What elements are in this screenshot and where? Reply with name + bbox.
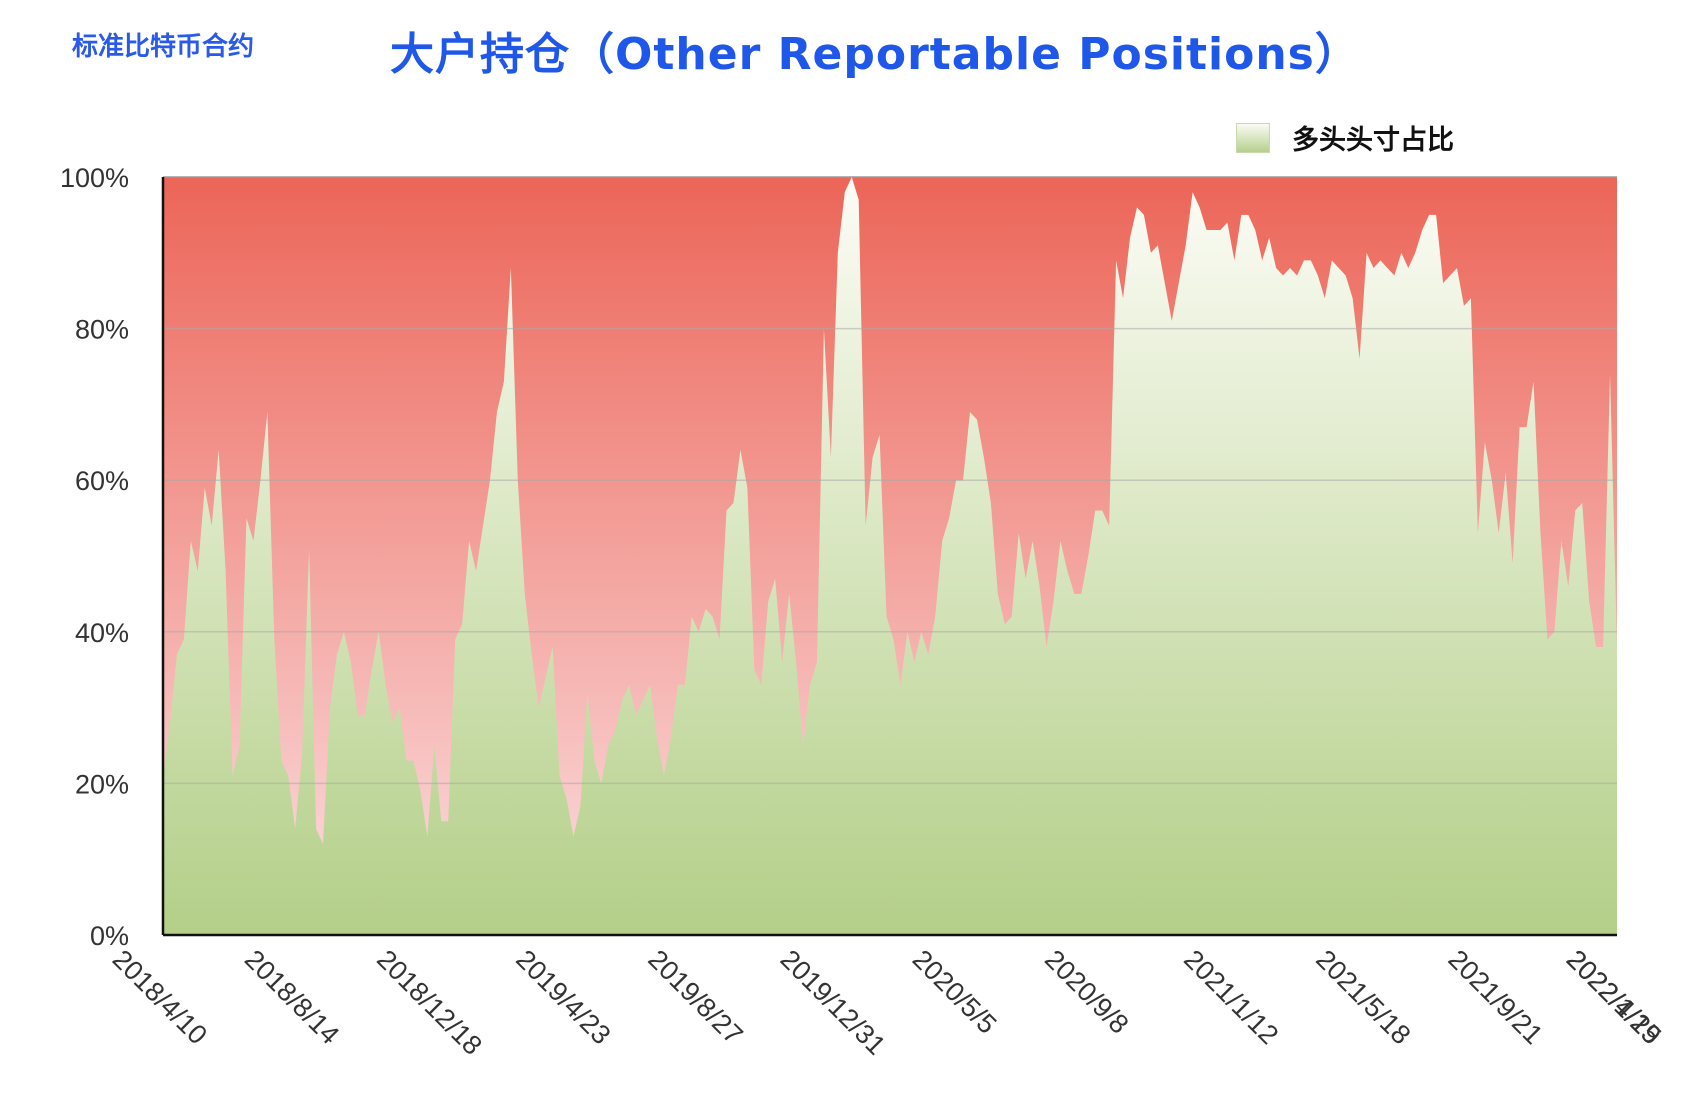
y-tick-label: 20%: [75, 769, 129, 799]
legend-label: 多头头寸占比: [1292, 125, 1454, 156]
y-tick-label: 0%: [90, 921, 129, 951]
legend-swatch: [1236, 122, 1270, 153]
x-tick-label: 2019/4/23: [510, 944, 616, 1050]
y-tick-label: 40%: [75, 618, 129, 648]
x-tick-labels: 2018/4/10 2018/8/14 2018/12/18 2019/4/23 201…: [107, 944, 1667, 1061]
x-tick-label: 2021/9/21: [1442, 944, 1548, 1050]
long-position-area: [163, 177, 1617, 935]
x-tick-label: 2018/8/14: [239, 944, 345, 1050]
y-tick-label: 100%: [60, 163, 129, 193]
x-tick-label: 2022/4/19: [1561, 944, 1667, 1050]
y-tick-label: 60%: [75, 466, 129, 496]
y-tick-labels: 0% 20% 40% 60% 80% 100%: [60, 163, 129, 951]
y-tick-label: 80%: [75, 315, 129, 345]
chart-subtitle: 标准比特币合约: [72, 32, 255, 62]
x-tick-label: 2018/4/10: [107, 944, 213, 1050]
gridlines: [163, 176, 1617, 785]
x-tick-label: 2019/12/31: [775, 944, 892, 1061]
x-tick-label: 2021/1/12: [1178, 944, 1284, 1050]
x-tick-label: 2020/5/5: [907, 944, 1003, 1040]
x-tick-label: 2020/9/8: [1039, 944, 1135, 1040]
x-tick-label: 2019/8/27: [642, 944, 748, 1050]
x-tick-label: 2021/5/18: [1310, 944, 1416, 1050]
chart-title: 大户持仓（Other Reportable Positions）: [390, 29, 1360, 80]
legend: 多头头寸占比: [1236, 118, 1454, 157]
x-tick-label: 2018/12/18: [371, 944, 488, 1061]
